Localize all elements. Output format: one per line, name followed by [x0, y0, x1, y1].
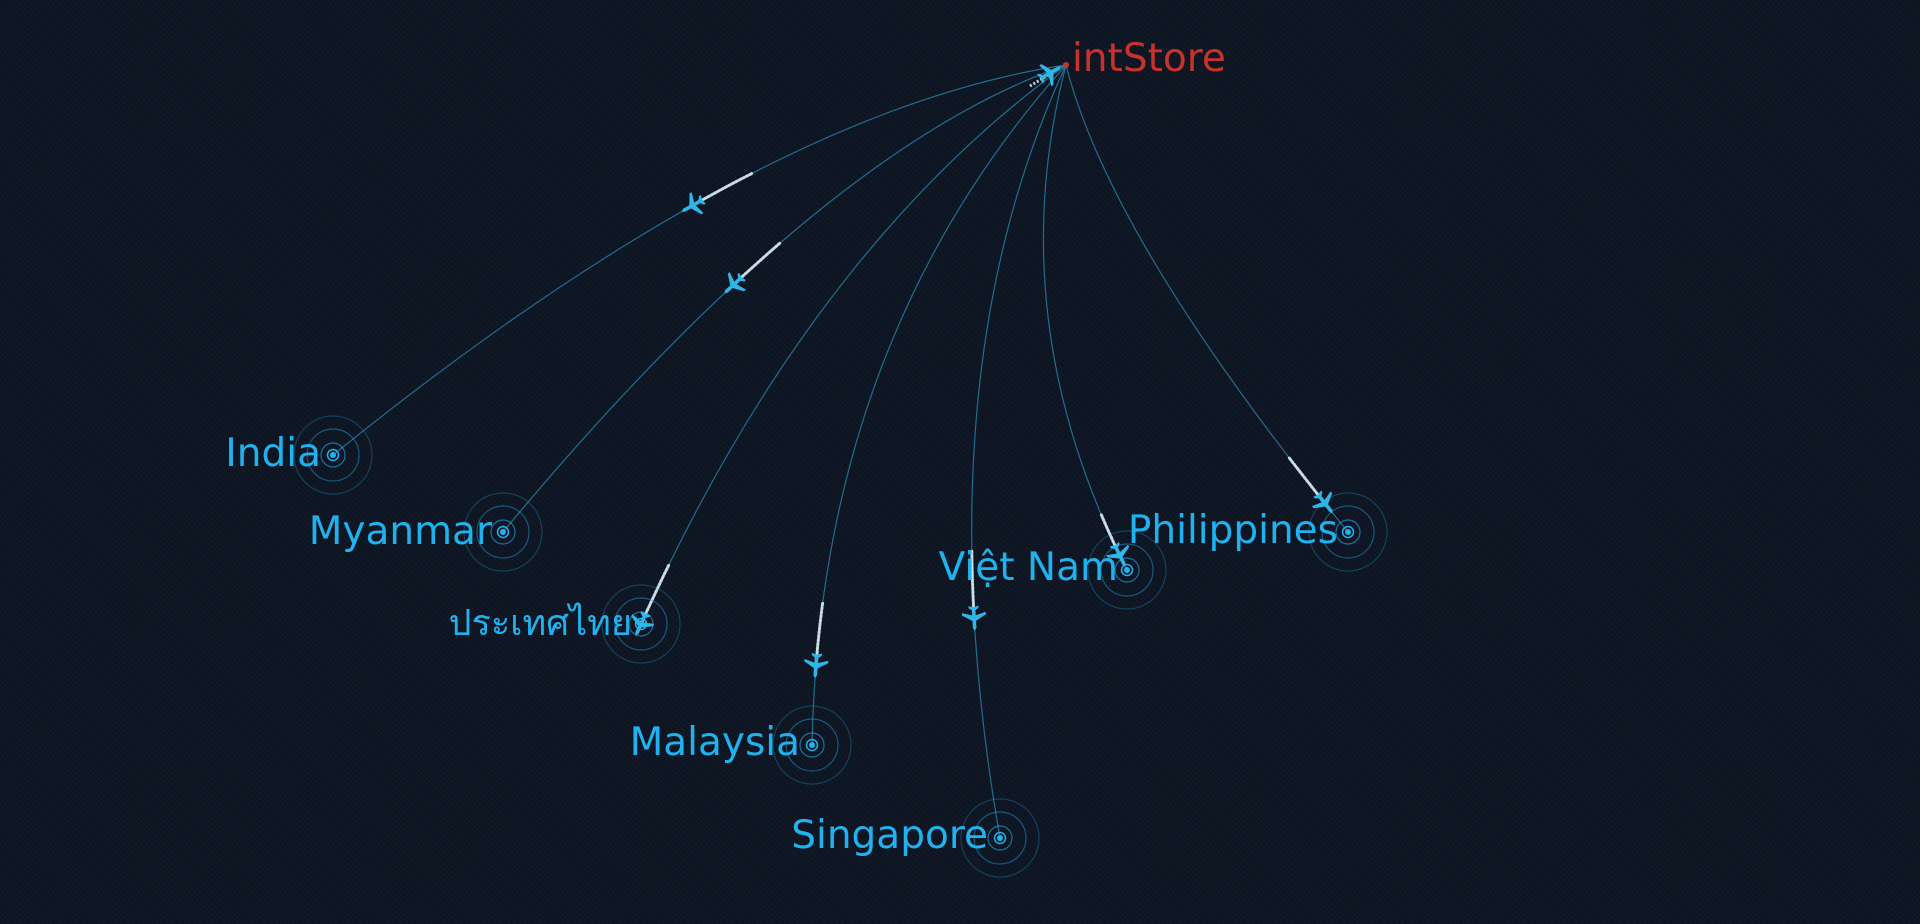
airplane-icon-singapore: [961, 605, 987, 632]
route-line-myanmar: [502, 64, 1067, 533]
ripple-ring: [601, 584, 681, 664]
ripple-ring: [1335, 519, 1361, 545]
destination-label-vietnam[interactable]: Việt Nam: [939, 545, 1118, 590]
ripple-ring: [785, 718, 839, 772]
node-ring: [326, 448, 340, 462]
airplane-icon-malaysia: [802, 652, 829, 680]
ripple-ring: [973, 811, 1027, 865]
airplane-icon-india: [675, 188, 710, 223]
origin-label: intStore: [1072, 36, 1226, 81]
route-line-philippines: [1065, 64, 1349, 533]
node-ring: [993, 831, 1007, 845]
ripple-ring: [306, 428, 360, 482]
destination-node-vietnam[interactable]: [1087, 530, 1167, 610]
route-line-malaysia: [811, 64, 1067, 746]
ripple-ring: [1100, 543, 1154, 597]
node-dot: [330, 452, 336, 458]
ripple-ring: [1321, 505, 1375, 559]
ripple-ring: [1308, 492, 1388, 572]
route-line-india: [332, 64, 1067, 456]
plane-trail-india: [691, 172, 754, 207]
plane-trail-thailand: [639, 563, 671, 626]
ripple-ring: [772, 705, 852, 785]
ripple-ring: [476, 505, 530, 559]
node-dot: [500, 529, 506, 535]
ripple-ring: [320, 442, 346, 468]
destination-label-malaysia[interactable]: Malaysia: [630, 720, 800, 765]
node-ring: [1341, 525, 1355, 539]
route-line-singapore: [971, 64, 1067, 839]
routes-layer: [332, 64, 1349, 839]
plane-trail-singapore: [970, 549, 976, 620]
destination-node-philippines[interactable]: [1308, 492, 1388, 572]
node-dot: [1124, 567, 1130, 573]
destination-node-myanmar[interactable]: [463, 492, 543, 572]
nodes-layer: [293, 415, 1388, 878]
ripple-ring: [960, 798, 1040, 878]
node-dot: [1345, 529, 1351, 535]
destination-label-philippines[interactable]: Philippines: [1128, 508, 1338, 553]
ripple-ring: [490, 519, 516, 545]
node-ring: [805, 738, 819, 752]
ripple-ring: [987, 825, 1013, 851]
ripple-ring: [799, 732, 825, 758]
route-line-vietnam: [1042, 64, 1128, 571]
origin-dot: [1063, 62, 1069, 68]
destination-label-india[interactable]: India: [225, 431, 321, 476]
node-dot: [809, 742, 815, 748]
ripple-ring: [614, 597, 668, 651]
ripple-ring: [1114, 557, 1140, 583]
node-dot: [997, 835, 1003, 841]
route-line-thailand: [640, 64, 1067, 625]
origin-node[interactable]: intStore: [1063, 36, 1226, 81]
ripple-ring: [463, 492, 543, 572]
node-ring: [1120, 563, 1134, 577]
destination-label-myanmar[interactable]: Myanmar: [309, 509, 493, 554]
destination-node-singapore[interactable]: [960, 798, 1040, 878]
destination-label-thailand[interactable]: ประเทศไทย: [449, 602, 632, 644]
node-ring: [496, 525, 510, 539]
destination-node-india[interactable]: [293, 415, 373, 495]
ripple-ring: [293, 415, 373, 495]
ripple-ring: [1087, 530, 1167, 610]
destination-label-singapore[interactable]: Singapore: [791, 813, 988, 858]
destination-node-malaysia[interactable]: [772, 705, 852, 785]
